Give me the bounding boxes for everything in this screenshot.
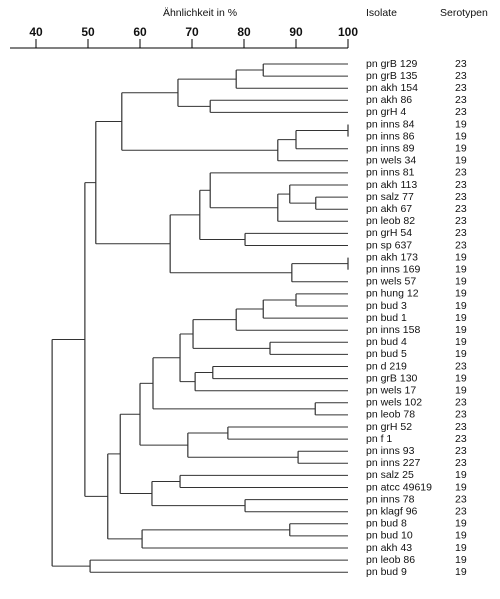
serotype-label: 19 [455,481,467,493]
serotype-label: 23 [455,94,467,106]
isolate-label: pn bud 3 [366,300,407,312]
isolate-label: pn f 1 [366,433,392,445]
isolate-label: pn salz 77 [366,191,414,203]
isolate-label: pn akh 43 [366,542,412,554]
serotype-label: 19 [455,336,467,348]
isolate-label: pn akh 67 [366,203,412,215]
serotype-label: 19 [455,118,467,130]
serotype-label: 23 [455,179,467,191]
serotype-label: 23 [455,58,467,70]
isolate-label: pn leob 78 [366,409,415,421]
isolate-label: pn inns 158 [366,324,420,336]
isolate-label: pn atcc 49619 [366,481,432,493]
isolate-label: pn leob 86 [366,554,415,566]
serotype-label: 23 [455,167,467,179]
isolate-label: pn inns 89 [366,142,415,154]
serotype-label: 23 [455,421,467,433]
serotype-label: 19 [455,142,467,154]
serotype-label: 19 [455,384,467,396]
serotype-label: 23 [455,360,467,372]
isolate-label: pn grB 135 [366,70,418,82]
column-header: Serotypen [440,7,488,19]
isolate-label: pn sp 637 [366,239,412,251]
isolate-label: pn grH 54 [366,227,412,239]
isolate-label: pn akh 86 [366,94,412,106]
serotype-label: 19 [455,566,467,578]
serotype-label: 19 [455,372,467,384]
serotype-label: 23 [455,203,467,215]
isolate-label: pn akh 173 [366,251,418,263]
serotype-label: 19 [455,263,467,275]
serotype-label: 19 [455,312,467,324]
isolate-label: pn inns 227 [366,457,420,469]
x-tick-label: 50 [81,25,95,39]
serotype-label: 23 [455,191,467,203]
serotype-label: 23 [455,82,467,94]
serotype-label: 19 [455,530,467,542]
axis-title: Ähnlichkeit in % [163,7,237,19]
x-tick-label: 70 [185,25,199,39]
x-tick-label: 60 [133,25,147,39]
isolate-label: pn inns 86 [366,130,415,142]
serotype-label: 19 [455,276,467,288]
isolate-label: pn grH 4 [366,106,406,118]
isolate-label: pn bud 4 [366,336,407,348]
isolate-label: pn bud 10 [366,530,413,542]
x-tick-label: 90 [289,25,303,39]
isolate-label: pn inns 93 [366,445,415,457]
isolate-label: pn salz 25 [366,469,414,481]
serotype-label: 19 [455,542,467,554]
serotype-label: 19 [455,554,467,566]
isolate-label: pn hung 12 [366,288,419,300]
isolate-label: pn akh 154 [366,82,418,94]
serotype-label: 19 [455,324,467,336]
serotype-label: 23 [455,409,467,421]
isolate-label: pn grH 52 [366,421,412,433]
isolate-label: pn grB 129 [366,58,418,70]
isolate-label: pn klagf 96 [366,505,418,517]
serotype-label: 23 [455,239,467,251]
serotype-label: 19 [455,130,467,142]
isolate-label: pn inns 81 [366,167,415,179]
isolate-label: pn wels 102 [366,397,422,409]
serotype-label: 19 [455,251,467,263]
serotype-label: 19 [455,348,467,360]
serotype-label: 23 [455,457,467,469]
serotype-label: 19 [455,469,467,481]
isolate-label: pn wels 57 [366,276,416,288]
isolate-label: pn akh 113 [366,179,417,191]
isolate-label: pn wels 17 [366,384,416,396]
serotype-label: 23 [455,106,467,118]
isolate-label: pn bud 8 [366,518,407,530]
isolate-label: pn wels 34 [366,155,416,167]
isolate-label: pn bud 5 [366,348,407,360]
serotype-label: 23 [455,70,467,82]
isolate-label: pn bud 9 [366,566,407,578]
isolate-label: pn leob 82 [366,215,415,227]
serotype-label: 23 [455,433,467,445]
serotype-label: 23 [455,397,467,409]
isolate-label: pn d 219 [366,360,407,372]
serotype-label: 19 [455,155,467,167]
isolate-label: pn inns 84 [366,118,415,130]
serotype-label: 19 [455,300,467,312]
x-tick-label: 40 [29,25,43,39]
isolate-label: pn grB 130 [366,372,418,384]
serotype-label: 23 [455,215,467,227]
serotype-label: 23 [455,227,467,239]
serotype-label: 23 [455,493,467,505]
serotype-label: 23 [455,445,467,457]
isolate-label: pn inns 169 [366,263,420,275]
isolate-label: pn inns 78 [366,493,415,505]
x-tick-label: 100 [338,25,358,39]
isolate-label: pn bud 1 [366,312,407,324]
serotype-label: 19 [455,288,467,300]
x-tick-label: 80 [237,25,251,39]
serotype-label: 23 [455,505,467,517]
serotype-label: 19 [455,518,467,530]
column-header: Isolate [366,7,397,19]
